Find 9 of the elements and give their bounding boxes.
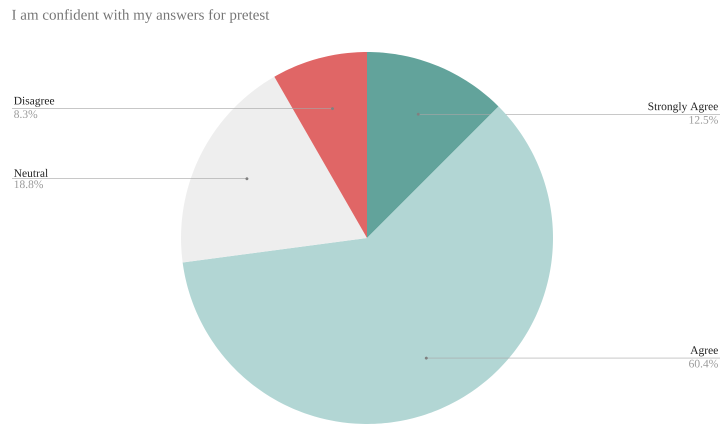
data-label: 8.3%: [14, 110, 38, 118]
slice-label: Disagree: [14, 96, 54, 107]
data-label: 12.5%: [690, 116, 718, 124]
slice-label: Strongly Agree: [648, 102, 718, 113]
data-label: 18.8%: [14, 180, 44, 188]
slice-label: Neutral: [14, 168, 48, 177]
data-label: 60.4%: [689, 360, 718, 368]
chart-title: I am confident with my answers for pretest: [12, 9, 270, 23]
slice-label: Agree: [690, 346, 718, 356]
